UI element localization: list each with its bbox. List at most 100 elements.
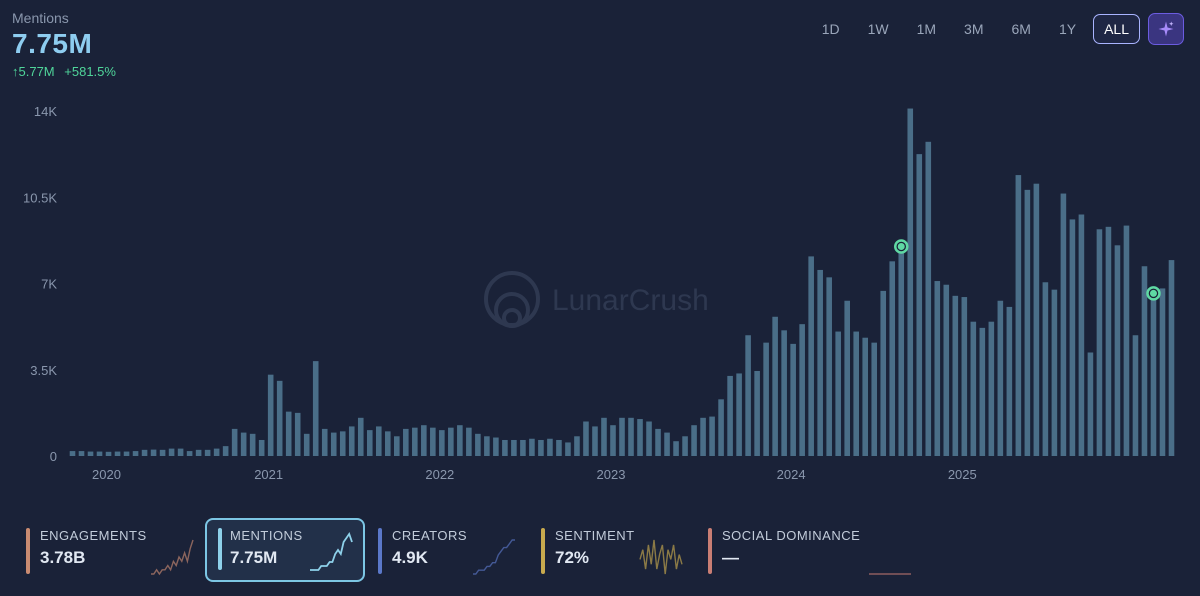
chart-bar[interactable] — [384, 431, 391, 456]
chart-bar[interactable] — [583, 421, 589, 457]
chart-bar[interactable] — [357, 417, 364, 456]
chart-bar[interactable] — [727, 375, 733, 456]
chart-bar[interactable] — [394, 436, 400, 456]
chart-bar[interactable] — [826, 277, 832, 456]
chart-bar[interactable] — [655, 428, 661, 456]
chart-bar[interactable] — [231, 428, 238, 456]
chart-bar[interactable] — [213, 448, 220, 456]
chart-bar[interactable] — [177, 448, 184, 456]
chart-bar[interactable] — [565, 442, 571, 456]
chart-bar[interactable] — [294, 412, 301, 456]
chart-bar[interactable] — [466, 427, 472, 456]
chart-bar[interactable] — [123, 451, 130, 456]
chart-bar[interactable] — [1069, 219, 1076, 456]
chart-bar[interactable] — [574, 436, 580, 456]
chart-bar[interactable] — [1105, 226, 1112, 456]
chart-bar[interactable] — [1159, 288, 1166, 456]
chart-bar[interactable] — [168, 448, 175, 456]
chart-bar[interactable] — [520, 439, 526, 456]
chart-bar[interactable] — [493, 437, 499, 456]
chart-bar[interactable] — [646, 421, 652, 457]
chart-bar[interactable] — [943, 284, 950, 456]
chart-bar[interactable] — [267, 374, 274, 456]
chart-bar[interactable] — [1078, 214, 1085, 457]
chart-bar[interactable] — [925, 141, 932, 456]
chart-bar[interactable] — [1051, 289, 1058, 456]
chart-bar[interactable] — [249, 433, 256, 456]
chart-marker[interactable] — [894, 239, 909, 254]
chart-bar[interactable] — [709, 416, 715, 456]
chart-bar[interactable] — [556, 439, 562, 456]
range-1w-button[interactable]: 1W — [867, 21, 889, 37]
range-all-button[interactable]: ALL — [1093, 14, 1140, 44]
chart-bar[interactable] — [1087, 352, 1094, 457]
chart-bar[interactable] — [330, 432, 337, 456]
chart-bar[interactable] — [96, 451, 103, 456]
chart-bar[interactable] — [240, 432, 247, 456]
chart-bar[interactable] — [1060, 193, 1067, 456]
chart-bar[interactable] — [862, 337, 869, 456]
range-1y-button[interactable]: 1Y — [1058, 21, 1077, 37]
chart-bar[interactable] — [195, 449, 202, 456]
chart-bar[interactable] — [547, 438, 553, 456]
chart-bar[interactable] — [412, 427, 418, 456]
chart-bar[interactable] — [997, 300, 1004, 456]
chart-bar[interactable] — [961, 297, 968, 456]
chart-bar[interactable] — [934, 281, 941, 456]
chart-bar[interactable] — [1123, 225, 1130, 456]
metric-card-creators[interactable]: CREATORS 4.9K — [378, 518, 518, 580]
chart-bar[interactable] — [78, 451, 85, 456]
chart-bar[interactable] — [222, 446, 229, 456]
chart-bar[interactable] — [538, 439, 544, 456]
chart-bar[interactable] — [1024, 189, 1031, 456]
chart-bar[interactable] — [718, 399, 724, 456]
chart-bar[interactable] — [1096, 229, 1103, 456]
chart-bar[interactable] — [601, 417, 607, 456]
chart-bar[interactable] — [619, 417, 625, 456]
chart-bar[interactable] — [285, 411, 292, 456]
chart-bar[interactable] — [1132, 335, 1139, 456]
chart-bar[interactable] — [790, 343, 796, 456]
chart-bar[interactable] — [186, 451, 193, 456]
chart-bar[interactable] — [159, 449, 166, 456]
chart-bar[interactable] — [529, 438, 535, 456]
chart-bar[interactable] — [1150, 293, 1157, 456]
chart-bar[interactable] — [339, 431, 346, 456]
chart-bar[interactable] — [799, 324, 805, 456]
chart-bar[interactable] — [682, 436, 688, 456]
chart-bar[interactable] — [484, 436, 490, 456]
chart-bar[interactable] — [475, 433, 481, 456]
chart-bar[interactable] — [808, 256, 814, 456]
chart-bar[interactable] — [258, 439, 265, 456]
chart-marker[interactable] — [1146, 286, 1161, 301]
chart-bar[interactable] — [664, 432, 670, 456]
chart-bar[interactable] — [763, 342, 769, 456]
chart-bar[interactable] — [736, 373, 742, 456]
chart-bar[interactable] — [439, 430, 445, 456]
metric-card-social-dominance[interactable]: SOCIAL DOMINANCE — — [708, 518, 918, 580]
chart-bar[interactable] — [871, 342, 878, 456]
chart-bar[interactable] — [141, 449, 148, 456]
chart-bar[interactable] — [952, 295, 959, 456]
chart-bar[interactable] — [375, 426, 382, 456]
metric-card-sentiment[interactable]: SENTIMENT 72% — [541, 518, 691, 580]
chart-bar[interactable] — [114, 451, 121, 456]
metric-card-mentions[interactable]: MENTIONS 7.75M — [205, 518, 365, 582]
chart-bar[interactable] — [276, 380, 283, 456]
chart-bar[interactable] — [853, 331, 860, 456]
chart-bar[interactable] — [916, 154, 923, 456]
chart-bar[interactable] — [880, 290, 887, 456]
range-1d-button[interactable]: 1D — [821, 21, 840, 37]
chart-bar[interactable] — [204, 449, 211, 456]
chart-bar[interactable] — [87, 451, 94, 456]
chart-bar[interactable] — [781, 330, 787, 456]
chart-bar[interactable] — [448, 427, 454, 456]
chart-bar[interactable] — [628, 417, 634, 456]
chart-bar[interactable] — [1015, 175, 1022, 457]
chart-bar[interactable] — [745, 335, 751, 456]
chart-bar[interactable] — [421, 425, 427, 456]
chart-bar[interactable] — [511, 439, 517, 456]
chart-bar[interactable] — [457, 425, 463, 456]
chart-bar[interactable] — [150, 449, 157, 456]
chart-bar[interactable] — [366, 430, 373, 456]
